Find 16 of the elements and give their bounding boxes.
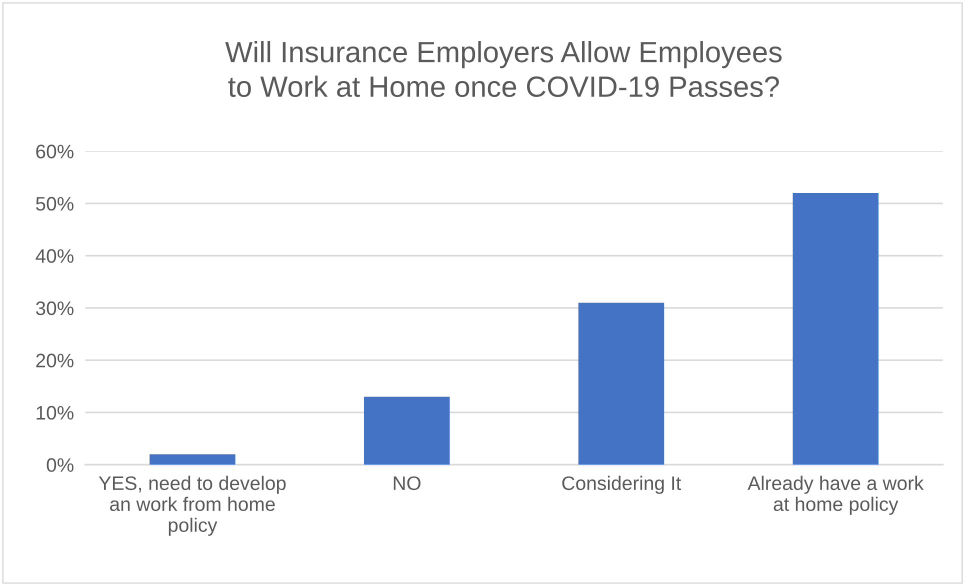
y-tick-label: 50%: [36, 196, 74, 211]
y-tick-label: 10%: [36, 406, 74, 420]
x-tick-label: Considering It: [562, 476, 682, 494]
bar: [150, 454, 236, 465]
y-tick-label: 0%: [46, 458, 74, 472]
x-tick-label: Already have a work at home policy: [748, 476, 924, 515]
bar: [792, 192, 879, 465]
x-tick-label: YES, need to develop an work from home policy: [98, 476, 286, 536]
y-tick-label: 30%: [36, 301, 74, 316]
y-tick-label: 20%: [36, 354, 74, 368]
y-tick-label: 60%: [36, 144, 74, 158]
bar: [364, 396, 450, 465]
x-tick-label: NO: [394, 476, 421, 490]
y-tick-label: 40%: [36, 249, 74, 263]
bar: [578, 302, 664, 465]
chart-title: Will Insurance Employers Allow Employees to Work at Home once COVID-19 Passes?: [225, 41, 782, 98]
